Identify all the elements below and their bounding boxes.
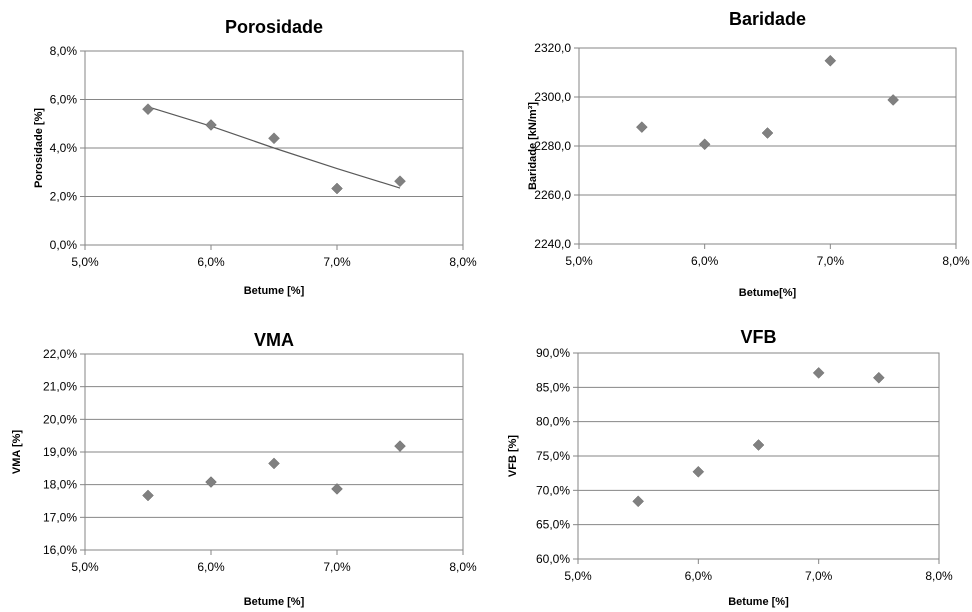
data-point-marker xyxy=(205,476,217,488)
data-point-marker xyxy=(635,121,648,133)
data-point-marker xyxy=(887,94,900,106)
y-tick-label: 2,0% xyxy=(50,190,78,204)
x-axis-label: Betume [%] xyxy=(244,285,305,297)
data-point-marker xyxy=(394,440,406,452)
y-tick-label: 2280,0 xyxy=(534,139,571,153)
chart-title: Baridade xyxy=(729,9,806,29)
y-tick-label: 19,0% xyxy=(43,445,77,459)
x-tick-label: 6,0% xyxy=(685,569,713,583)
data-point-marker xyxy=(812,367,825,379)
x-tick-label: 5,0% xyxy=(564,569,592,583)
chart-title: VMA xyxy=(254,330,294,350)
data-point-marker xyxy=(142,103,154,116)
x-tick-label: 7,0% xyxy=(817,254,845,268)
y-tick-label: 18,0% xyxy=(43,478,77,492)
x-tick-label: 8,0% xyxy=(449,255,477,269)
data-point-marker xyxy=(331,483,343,495)
data-point-marker xyxy=(752,439,765,451)
x-axis-label: Betume[%] xyxy=(739,287,797,299)
y-tick-label: 21,0% xyxy=(43,380,77,394)
y-tick-label: 70,0% xyxy=(536,483,570,497)
y-tick-label: 2260,0 xyxy=(534,188,571,202)
y-tick-label: 16,0% xyxy=(43,543,77,557)
data-point-marker xyxy=(205,119,217,131)
trendline xyxy=(147,106,401,189)
x-tick-label: 7,0% xyxy=(323,560,351,574)
x-tick-label: 5,0% xyxy=(565,254,593,268)
y-tick-label: 2300,0 xyxy=(534,90,571,104)
x-tick-label: 5,0% xyxy=(71,255,99,269)
x-tick-label: 8,0% xyxy=(942,254,970,268)
y-axis-label: VMA [%] xyxy=(11,430,23,475)
y-tick-label: 2320,0 xyxy=(534,41,571,55)
y-tick-label: 80,0% xyxy=(536,415,570,429)
x-tick-label: 5,0% xyxy=(71,560,99,574)
data-point-marker xyxy=(394,175,406,188)
y-tick-label: 0,0% xyxy=(50,238,78,252)
data-point-marker xyxy=(824,54,837,67)
data-point-marker xyxy=(872,371,885,384)
y-tick-label: 8,0% xyxy=(50,44,78,58)
x-tick-label: 6,0% xyxy=(197,255,225,269)
y-tick-label: 6,0% xyxy=(50,93,78,107)
x-axis-label: Betume [%] xyxy=(244,596,305,608)
y-tick-label: 2240,0 xyxy=(534,237,571,251)
y-tick-label: 17,0% xyxy=(43,510,77,524)
y-tick-label: 20,0% xyxy=(43,412,77,426)
x-tick-label: 7,0% xyxy=(805,569,833,583)
y-tick-label: 65,0% xyxy=(536,518,570,532)
x-tick-label: 8,0% xyxy=(925,569,953,583)
data-point-marker xyxy=(331,182,343,195)
data-point-marker xyxy=(698,138,711,151)
data-point-marker xyxy=(761,127,774,139)
chart-porosidade: 0,0% 2,0% 4,0% 6,0% 8,0% 5,0% 6,0% 7,0% 8,0% Poro… xyxy=(33,17,477,297)
data-point-marker xyxy=(632,495,645,508)
y-axis-label: VFB [%] xyxy=(507,435,519,478)
y-axis-label: Porosidade [%] xyxy=(33,108,45,188)
y-tick-label: 90,0% xyxy=(536,346,570,360)
y-tick-label: 22,0% xyxy=(43,347,77,361)
chart-vfb: 60,0% 65,0% 70,0% 75,0% 80,0% 85,0% 90,0% 5,0% 6… xyxy=(507,327,953,608)
x-tick-label: 6,0% xyxy=(691,254,719,268)
y-axis-label: Baridade [kN/m³] xyxy=(527,102,539,190)
chart-vma: 16,0% 17,0% 18,0% 19,0% 20,0% 21,0% 22,0% 5,0% 6… xyxy=(11,330,477,608)
data-point-marker xyxy=(268,457,280,470)
chart-title: Porosidade xyxy=(225,17,323,37)
data-point-marker xyxy=(142,489,154,502)
data-point-marker xyxy=(692,465,705,478)
x-tick-label: 7,0% xyxy=(323,255,351,269)
y-tick-label: 85,0% xyxy=(536,380,570,394)
x-tick-label: 6,0% xyxy=(197,560,225,574)
x-axis-label: Betume [%] xyxy=(728,596,789,608)
x-tick-label: 8,0% xyxy=(449,560,477,574)
data-point-marker xyxy=(268,132,280,145)
y-tick-label: 75,0% xyxy=(536,449,570,463)
y-tick-label: 4,0% xyxy=(50,141,78,155)
chart-title: VFB xyxy=(741,327,777,347)
y-tick-label: 60,0% xyxy=(536,552,570,566)
chart-baridade: 2240,0 2260,0 2280,0 2300,0 2320,0 5,0% 6,0% 7,… xyxy=(527,9,970,299)
